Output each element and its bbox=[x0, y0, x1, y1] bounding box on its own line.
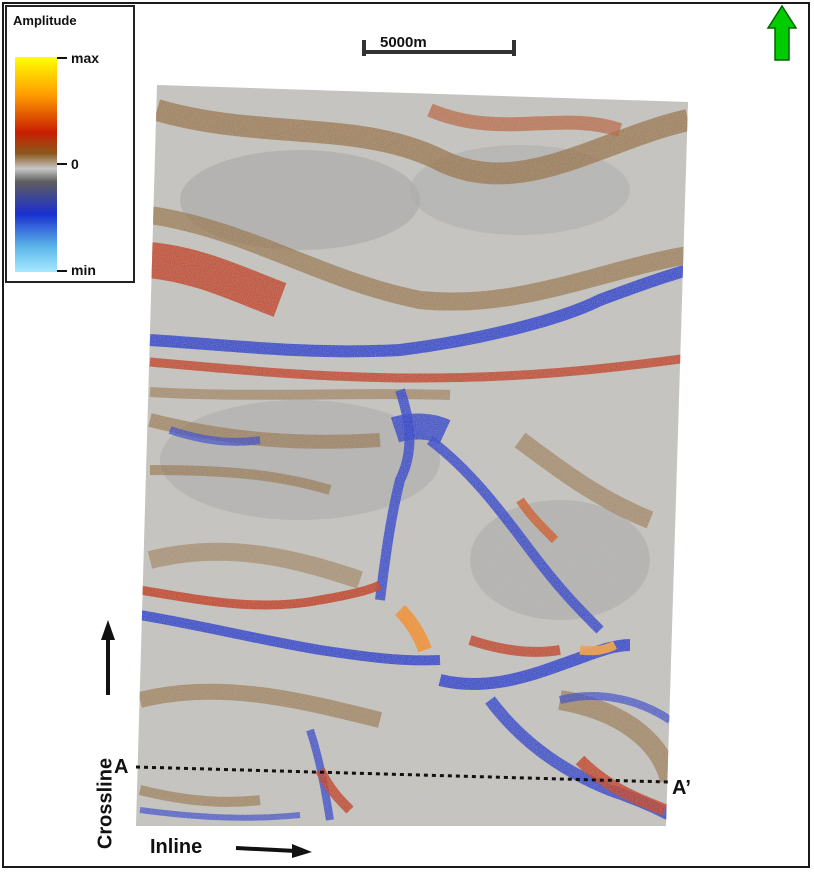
inline-arrow-icon bbox=[235, 844, 312, 858]
legend-tick-min bbox=[57, 270, 67, 272]
section-end-label: A’ bbox=[672, 777, 691, 799]
inline-label: Inline bbox=[150, 836, 203, 858]
scale-bar bbox=[362, 40, 516, 56]
legend-min-label: min bbox=[71, 262, 96, 278]
noise-texture bbox=[136, 85, 688, 826]
legend-tick-zero bbox=[57, 163, 67, 165]
legend-zero-label: 0 bbox=[71, 156, 79, 172]
map-area bbox=[136, 85, 688, 826]
crossline-arrow-icon bbox=[101, 620, 115, 695]
legend-tick-max bbox=[57, 57, 67, 59]
section-start-label: A bbox=[114, 756, 129, 778]
amplitude-legend: Amplitude max 0 min bbox=[5, 5, 135, 283]
amplitude-colorbar bbox=[15, 57, 57, 272]
north-arrow-icon bbox=[766, 4, 798, 61]
scale-bar-label: 5000m bbox=[380, 34, 427, 51]
legend-title: Amplitude bbox=[13, 13, 77, 28]
section-line bbox=[135, 765, 669, 784]
legend-max-label: max bbox=[71, 50, 100, 66]
